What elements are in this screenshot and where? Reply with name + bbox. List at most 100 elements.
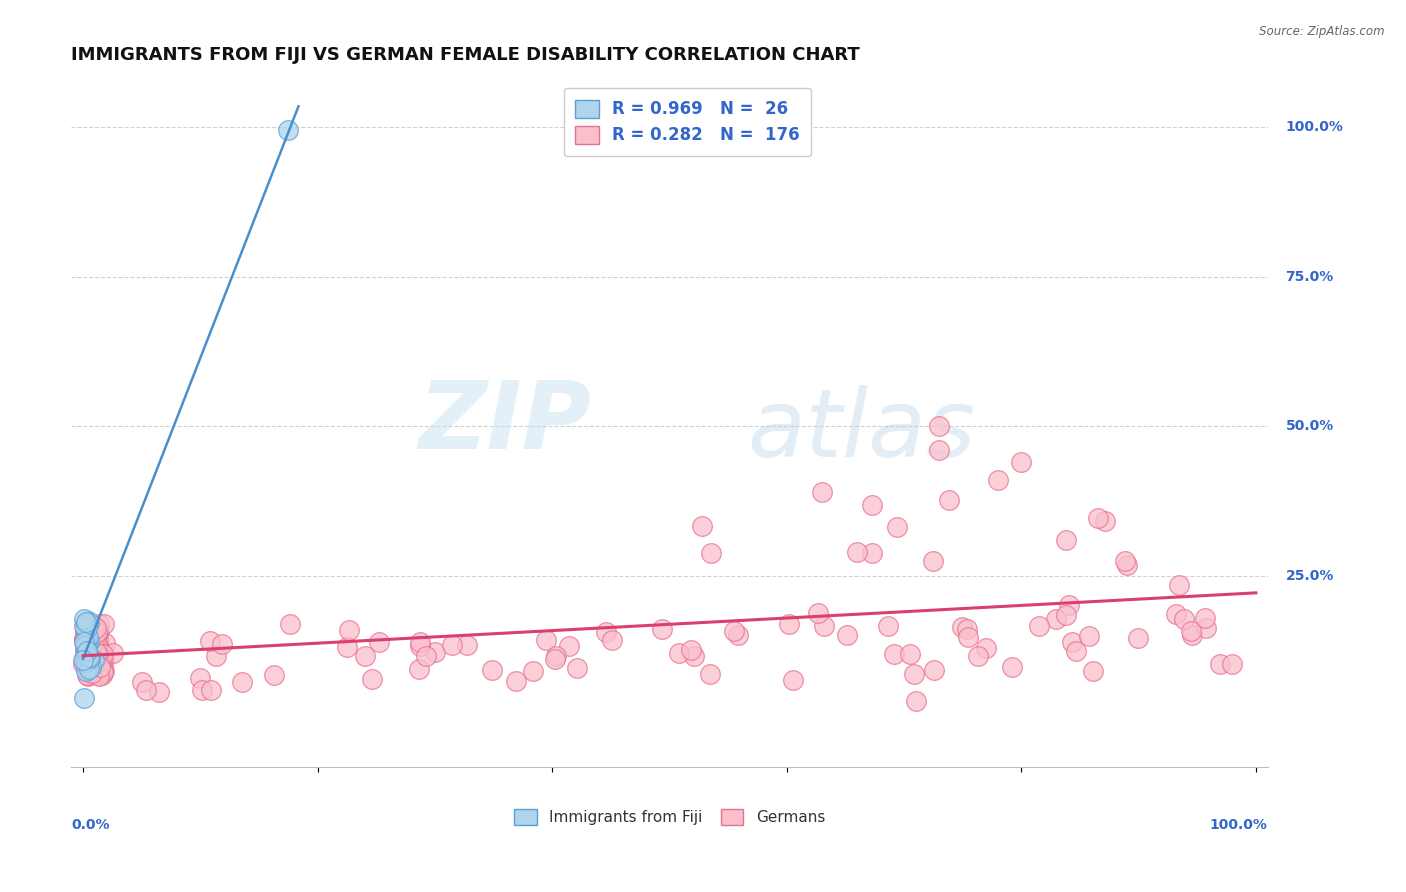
Point [83,649,105,664]
Point [1194,611,1216,625]
Point [727,628,749,642]
Point [1094,514,1116,528]
Point [544,652,567,666]
Point [80,660,103,674]
Point [807,606,830,620]
Point [90,647,112,661]
Point [408,640,430,654]
Point [89,660,111,674]
Point [987,473,1010,487]
Point [73,612,96,626]
Point [1173,612,1195,626]
Point [957,630,980,644]
Point [77,662,100,676]
Point [481,663,503,677]
Point [679,643,702,657]
Point [600,632,623,647]
Point [1195,621,1218,635]
Point [921,554,943,568]
Point [811,485,834,500]
Point [1057,598,1080,612]
Point [73,634,96,648]
Point [84,621,107,635]
Point [846,545,869,559]
Point [77,650,100,665]
Point [860,499,883,513]
Point [86,645,108,659]
Point [79,645,101,659]
Point [75,635,97,649]
Point [73,655,96,669]
Point [84,632,107,646]
Point [415,648,437,663]
Point [84,666,107,681]
Point [91,652,114,666]
Point [903,667,925,681]
Point [557,639,579,653]
Text: 0.0%: 0.0% [72,819,110,832]
Point [73,619,96,633]
Legend: Immigrants from Fiji, Germans: Immigrants from Fiji, Germans [508,803,831,831]
Point [198,634,221,648]
Point [277,123,299,137]
Point [723,624,745,638]
Point [77,662,100,676]
Point [1054,607,1077,622]
Point [82,639,104,653]
Point [79,634,101,648]
Point [77,665,100,680]
Point [91,665,114,680]
Point [76,636,98,650]
Point [72,657,94,671]
Point [75,615,97,629]
Point [73,626,96,640]
Point [336,640,359,655]
Point [79,660,101,674]
Point [101,646,124,660]
Point [79,650,101,665]
Text: Source: ZipAtlas.com: Source: ZipAtlas.com [1260,25,1385,38]
Point [231,675,253,690]
Point [505,673,527,688]
Point [80,665,103,680]
Point [1167,578,1189,592]
Point [1028,619,1050,633]
Point [77,630,100,644]
Point [84,633,107,648]
Point [595,624,617,639]
Point [79,650,101,665]
Point [1220,657,1243,672]
Point [440,638,463,652]
Point [75,632,97,646]
Point [75,620,97,634]
Point [91,664,114,678]
Point [75,643,97,657]
Point [87,624,110,639]
Point [188,671,211,685]
Point [73,639,96,653]
Point [87,648,110,663]
Point [956,623,979,637]
Point [1054,533,1077,548]
Point [408,662,430,676]
Point [877,618,900,632]
Point [683,648,706,663]
Text: 100.0%: 100.0% [1209,819,1268,832]
Point [79,631,101,645]
Point [87,624,110,638]
Point [73,632,96,646]
Point [87,624,110,638]
Point [87,620,110,634]
Point [73,691,96,706]
Text: atlas: atlas [747,384,976,475]
Point [205,649,228,664]
Point [135,683,157,698]
Point [82,652,104,666]
Point [904,694,927,708]
Point [668,646,690,660]
Point [79,639,101,653]
Point [75,651,97,665]
Point [77,664,100,678]
Point [80,661,103,675]
Point [83,653,105,667]
